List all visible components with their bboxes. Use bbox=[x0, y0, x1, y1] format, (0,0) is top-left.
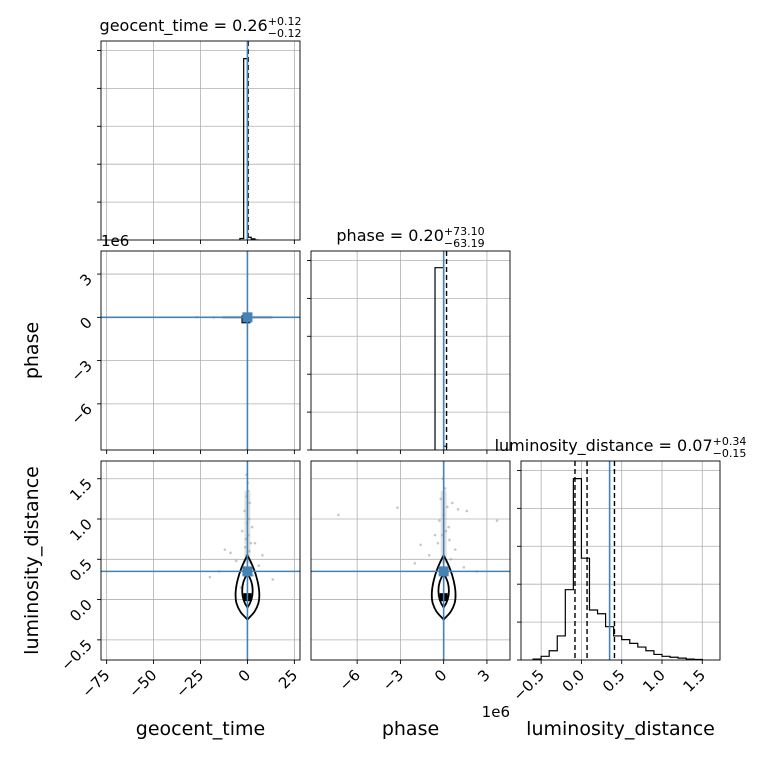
scatter-point bbox=[413, 562, 417, 565]
ytick-label: −3 bbox=[67, 357, 95, 385]
histogram-phase bbox=[434, 267, 448, 450]
xtick-label: −6 bbox=[336, 666, 364, 694]
xtick-label: −25 bbox=[172, 666, 207, 701]
ytick-label: 1.0 bbox=[66, 515, 96, 545]
scatter-point bbox=[453, 548, 457, 551]
histogram-luminosity_distance bbox=[532, 478, 703, 660]
scatter-point bbox=[243, 545, 247, 549]
hist-phase-frame bbox=[310, 250, 511, 451]
xtick-label: −50 bbox=[125, 666, 160, 701]
xlabel-phase: phase bbox=[382, 718, 439, 740]
scatter-point bbox=[495, 519, 499, 522]
xtick-label: −3 bbox=[379, 666, 407, 694]
scatter-point bbox=[444, 529, 448, 533]
ytick-label: −0.5 bbox=[57, 636, 95, 674]
scatter-point bbox=[449, 557, 453, 561]
scatter-point bbox=[451, 501, 454, 505]
xtick-label: 0.5 bbox=[599, 666, 629, 696]
scatter-point bbox=[240, 529, 244, 533]
ytick-label: −6 bbox=[67, 400, 95, 428]
scatter-point bbox=[438, 519, 441, 522]
xaxis-offset-text: 1e6 bbox=[482, 703, 510, 721]
scatter-point bbox=[448, 538, 451, 542]
scatter-point bbox=[433, 533, 437, 537]
scatter-point bbox=[249, 541, 253, 545]
panel-geocent_time-vs-phase bbox=[101, 251, 300, 450]
scatter-point bbox=[447, 525, 451, 529]
scatter-point bbox=[257, 564, 260, 568]
hist-luminosity_distance-frame bbox=[520, 460, 721, 661]
xtick-label: −75 bbox=[78, 666, 113, 701]
scatter-point bbox=[465, 509, 469, 513]
scatter-point bbox=[427, 553, 431, 557]
scatter-point bbox=[250, 525, 254, 529]
panel-phase-vs-luminosity_distance bbox=[311, 461, 510, 660]
ylabel-phase: phase bbox=[21, 322, 43, 379]
ytick-label: 0.5 bbox=[66, 555, 96, 585]
title-geocent_time: geocent_time = 0.26+0.12 −0.12 bbox=[100, 15, 302, 40]
histogram-geocent_time bbox=[239, 58, 259, 240]
scatter-point bbox=[445, 505, 449, 509]
scatter-point bbox=[243, 509, 246, 513]
panel-geocent_time-vs-luminosity_distance bbox=[101, 461, 300, 660]
xlabel-luminosity_distance: luminosity_distance bbox=[526, 718, 715, 740]
panel-phase_distance-frame bbox=[310, 460, 511, 661]
title-phase: phase = 0.20+73.10 −63.19 bbox=[336, 225, 484, 250]
title-luminosity_distance: luminosity_distance = 0.07+0.34 −0.15 bbox=[495, 435, 747, 460]
ylabel-luminosity_distance: luminosity_distance bbox=[21, 466, 43, 655]
scatter-point bbox=[208, 575, 212, 579]
xtick-label: 0.0 bbox=[559, 666, 589, 696]
hist-panel-luminosity_distance bbox=[521, 461, 720, 660]
xtick-label: 0 bbox=[235, 666, 254, 685]
scatter-point bbox=[229, 551, 232, 555]
truth-marker bbox=[438, 566, 449, 577]
scatter-point bbox=[223, 548, 227, 551]
scatter-point bbox=[234, 559, 238, 563]
ytick-label: 0 bbox=[76, 313, 95, 332]
truth-marker bbox=[242, 566, 253, 577]
scatter-point bbox=[244, 537, 248, 541]
ytick-label: 0.0 bbox=[66, 596, 96, 626]
xtick-label: 1.5 bbox=[680, 666, 710, 696]
hist-panel-phase bbox=[311, 251, 510, 450]
scatter-point bbox=[271, 578, 275, 581]
ytick-label: 1.5 bbox=[66, 475, 96, 505]
scatter-point bbox=[456, 508, 460, 511]
xtick-label: 25 bbox=[275, 666, 301, 692]
xtick-label: −0.5 bbox=[509, 666, 547, 704]
scatter-point bbox=[248, 549, 251, 553]
xtick-label: 3 bbox=[474, 666, 493, 685]
scatter-point bbox=[253, 541, 257, 545]
scatter-point bbox=[337, 513, 340, 517]
scatter-point bbox=[439, 497, 443, 501]
xtick-label: 0 bbox=[431, 666, 450, 685]
scatter-point bbox=[462, 566, 466, 569]
ytick-label: 3 bbox=[76, 270, 95, 289]
scatter-point bbox=[247, 517, 251, 521]
scatter-point bbox=[419, 543, 422, 547]
xlabel-geocent_time: geocent_time bbox=[136, 718, 265, 740]
yaxis-offset-text: 1e6 bbox=[101, 232, 129, 250]
scatter-point bbox=[261, 553, 264, 557]
scatter-point bbox=[436, 541, 440, 545]
truth-marker bbox=[242, 312, 253, 323]
xtick-label: 1.0 bbox=[639, 666, 669, 696]
scatter-point bbox=[248, 501, 251, 505]
scatter-point bbox=[396, 506, 399, 510]
hist-panel-geocent_time bbox=[101, 41, 300, 240]
